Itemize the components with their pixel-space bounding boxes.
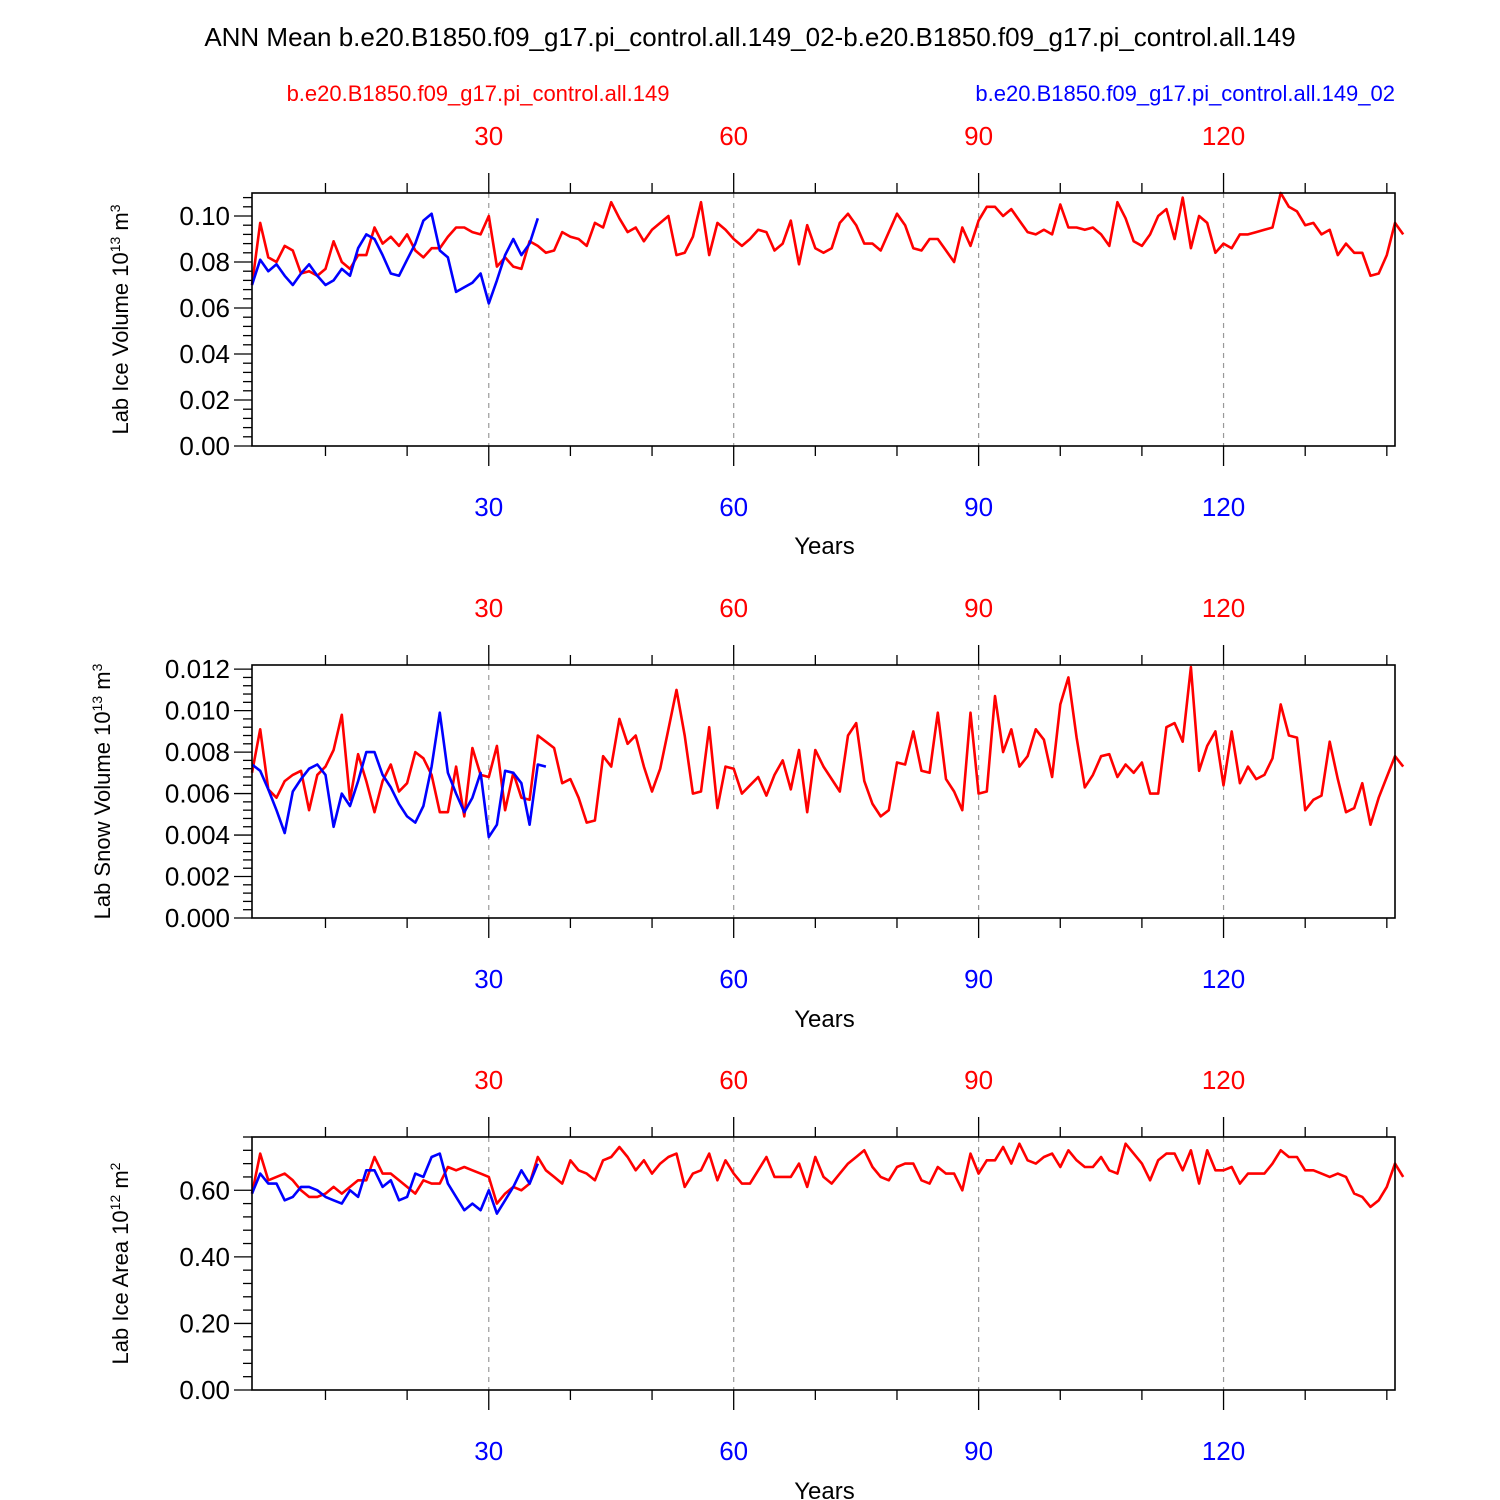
x-tick-label-top: 90 <box>964 121 993 151</box>
x-tick-label-top: 120 <box>1202 593 1245 623</box>
x-tick-label-bottom: 30 <box>474 492 503 522</box>
y-tick-label: 0.000 <box>165 903 230 933</box>
series-line-blue <box>250 1152 540 1215</box>
y-tick-label: 0.002 <box>165 862 230 892</box>
x-tick-label-bottom: 120 <box>1202 1436 1245 1466</box>
y-axis-title: Lab Ice Volume 1013 m3 <box>107 204 133 434</box>
y-tick-label: 0.40 <box>179 1242 230 1272</box>
x-axis-title: Years <box>794 533 855 560</box>
y-tick-label: 0.00 <box>179 431 230 461</box>
x-tick-label-bottom: 60 <box>719 964 748 994</box>
y-tick-label: 0.10 <box>179 201 230 231</box>
panel-1: 0.00 0.02 0.04 0.06 0.08 0.10 30 30 60 60 90 90 120 1… <box>107 121 1405 560</box>
x-tick-label-bottom: 120 <box>1202 964 1245 994</box>
plot-frame <box>251 1136 1396 1391</box>
plot-frame <box>251 664 1396 919</box>
x-tick-label-bottom: 90 <box>964 492 993 522</box>
legend-right: b.e20.B1850.f09_g17.pi_control.all.149_0… <box>975 81 1395 106</box>
x-axis-title: Years <box>794 1006 855 1033</box>
series-line-red <box>250 665 1405 827</box>
x-tick-label-bottom: 90 <box>964 964 993 994</box>
y-axis-title: Lab Ice Area 1012 m2 <box>107 1162 133 1364</box>
y-tick-label: 0.00 <box>179 1375 230 1405</box>
x-tick-label-top: 90 <box>964 593 993 623</box>
x-tick-label-top: 30 <box>474 1065 503 1095</box>
series-line-blue <box>250 212 540 305</box>
series-line-red <box>250 1142 1405 1209</box>
x-tick-label-bottom: 120 <box>1202 492 1245 522</box>
x-axis-title: Years <box>794 1478 855 1500</box>
x-tick-label-top: 30 <box>474 593 503 623</box>
panels: 0.00 0.02 0.04 0.06 0.08 0.10 30 30 60 60 90 90 120 1… <box>89 121 1405 1500</box>
y-tick-label: 0.008 <box>165 737 230 767</box>
x-tick-label-bottom: 30 <box>474 1436 503 1466</box>
x-tick-label-bottom: 30 <box>474 964 503 994</box>
plot-frame <box>251 192 1396 447</box>
panel-3: 0.00 0.20 0.40 0.60 30 30 60 60 90 90 120 120 Years L… <box>107 1065 1405 1500</box>
y-tick-label: 0.004 <box>165 820 230 850</box>
y-tick-label: 0.08 <box>179 247 230 277</box>
x-tick-label-top: 60 <box>719 121 748 151</box>
x-tick-label-top: 60 <box>719 1065 748 1095</box>
y-tick-label: 0.006 <box>165 779 230 809</box>
y-axis-title: Lab Snow Volume 1013 m3 <box>89 663 115 919</box>
x-tick-label-bottom: 60 <box>719 1436 748 1466</box>
y-tick-label: 0.06 <box>179 293 230 323</box>
series-line-blue <box>251 711 547 839</box>
series-line-red <box>250 191 1405 286</box>
y-tick-label: 0.02 <box>179 385 230 415</box>
x-tick-label-top: 30 <box>474 121 503 151</box>
x-tick-label-top: 120 <box>1202 1065 1245 1095</box>
legend-left: b.e20.B1850.f09_g17.pi_control.all.149 <box>287 81 670 106</box>
y-tick-label: 0.012 <box>165 654 230 684</box>
x-tick-label-top: 90 <box>964 1065 993 1095</box>
chart-title: ANN Mean b.e20.B1850.f09_g17.pi_control.… <box>204 22 1295 52</box>
panel-2: 0.000 0.002 0.004 0.006 0.008 0.010 0.012 30 30 6… <box>89 593 1405 1033</box>
y-tick-label: 0.20 <box>179 1308 230 1338</box>
x-tick-label-top: 120 <box>1202 121 1245 151</box>
x-tick-label-top: 60 <box>719 593 748 623</box>
y-tick-label: 0.010 <box>165 696 230 726</box>
y-tick-label: 0.60 <box>179 1175 230 1205</box>
x-tick-label-bottom: 60 <box>719 492 748 522</box>
x-tick-label-bottom: 90 <box>964 1436 993 1466</box>
y-tick-label: 0.04 <box>179 339 230 369</box>
